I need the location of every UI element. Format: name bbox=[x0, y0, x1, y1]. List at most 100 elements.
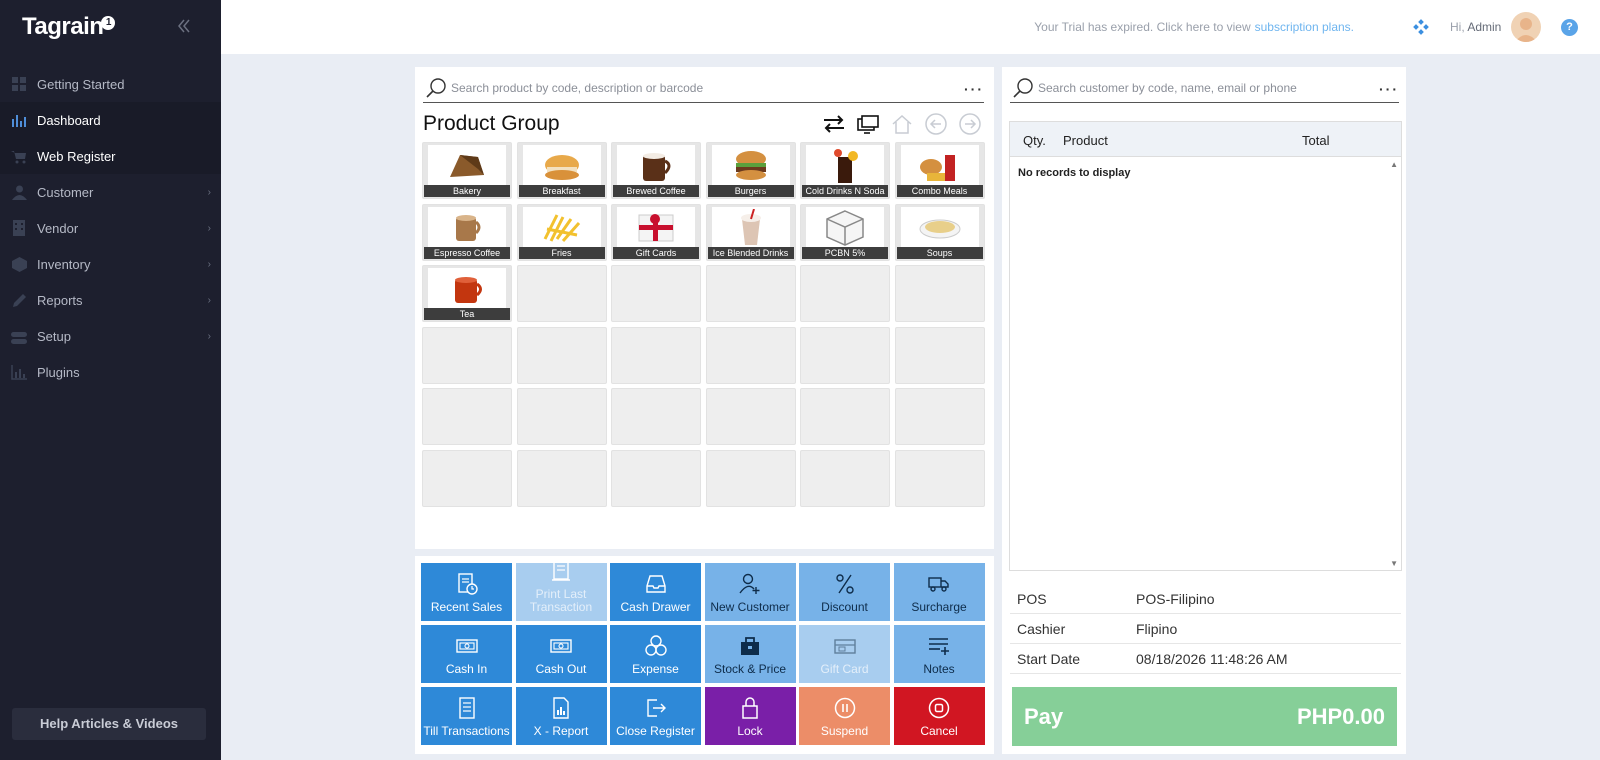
product-group-label: Burgers bbox=[707, 185, 794, 197]
help-question-icon[interactable]: ? bbox=[1561, 19, 1578, 36]
product-group-bakery[interactable]: Bakery bbox=[422, 142, 512, 199]
product-group-gift-cards[interactable]: Gift Cards bbox=[611, 203, 701, 261]
pause-icon bbox=[834, 697, 856, 719]
discount-button[interactable]: Discount bbox=[799, 563, 890, 621]
action-panel: Recent Sales Print Last Transaction Cash D… bbox=[415, 556, 994, 754]
sidebar-item-reports[interactable]: Reports › bbox=[0, 282, 221, 318]
empty-grid-cell bbox=[705, 326, 796, 384]
product-more-menu-icon[interactable]: ··· bbox=[964, 81, 984, 97]
new-customer-button[interactable]: New Customer bbox=[704, 563, 796, 621]
user-greeting[interactable]: Hi, Admin bbox=[1450, 20, 1502, 34]
action-label: Gift Card bbox=[820, 662, 869, 676]
till-transactions-button[interactable]: Till Transactions bbox=[421, 687, 512, 745]
product-group-soups[interactable]: Soups bbox=[894, 203, 985, 261]
product-search[interactable]: Search product by code, description or b… bbox=[423, 75, 984, 103]
pay-button[interactable]: Pay PHP0.00 bbox=[1012, 687, 1397, 746]
bar-chart-icon bbox=[11, 112, 27, 128]
scroll-up-icon[interactable]: ▲ bbox=[1390, 160, 1398, 169]
sidebar-item-label: Dashboard bbox=[37, 112, 101, 128]
sidebar-item-inventory[interactable]: Inventory › bbox=[0, 246, 221, 282]
sidebar-item-dashboard[interactable]: Dashboard bbox=[0, 102, 221, 138]
print-last-transaction-button[interactable]: Print Last Transaction bbox=[515, 560, 607, 621]
product-group-cold-drinks-n-soda[interactable]: Cold Drinks N Soda bbox=[800, 142, 890, 199]
sidebar-item-plugins[interactable]: Plugins bbox=[0, 354, 221, 390]
cancel-button[interactable]: Cancel bbox=[893, 687, 985, 745]
product-search-input[interactable]: Search product by code, description or b… bbox=[451, 81, 704, 95]
product-group-label: Combo Meals bbox=[896, 185, 983, 197]
avatar[interactable] bbox=[1511, 12, 1541, 42]
pay-amount: PHP0.00 bbox=[1296, 703, 1385, 729]
scroll-down-icon[interactable]: ▼ bbox=[1390, 559, 1398, 568]
notes-button[interactable]: Notes bbox=[893, 625, 985, 683]
swap-arrows-icon[interactable] bbox=[820, 111, 848, 137]
empty-grid-cell bbox=[516, 265, 607, 322]
search-icon bbox=[425, 77, 447, 104]
lock-button[interactable]: Lock bbox=[704, 687, 796, 745]
sidebar-item-customer[interactable]: Customer › bbox=[0, 174, 221, 210]
action-label: Cash In bbox=[445, 662, 488, 676]
empty-grid-cell bbox=[894, 449, 985, 507]
subscription-plans-link[interactable]: subscription plans. bbox=[1254, 20, 1354, 34]
product-group-combo-meals[interactable]: Combo Meals bbox=[894, 142, 985, 199]
product-group-fries[interactable]: Fries bbox=[516, 203, 607, 261]
product-group-image bbox=[711, 206, 790, 249]
sidebar-item-setup[interactable]: Setup › bbox=[0, 318, 221, 354]
cash-out-button[interactable]: Cash Out bbox=[515, 625, 607, 683]
action-label: Lock bbox=[737, 724, 763, 738]
product-group-label: Espresso Coffee bbox=[424, 246, 510, 259]
forward-arrow-icon[interactable] bbox=[956, 111, 984, 137]
home-icon[interactable] bbox=[888, 111, 916, 137]
customer-more-menu-icon[interactable]: ··· bbox=[1379, 81, 1399, 97]
stock-price-button[interactable]: Stock & Price bbox=[704, 625, 796, 683]
apps-diamond-icon[interactable] bbox=[1413, 19, 1429, 35]
trial-notice[interactable]: Your Trial has expired. Click here to vi… bbox=[1034, 20, 1354, 34]
info-key: Cashier bbox=[1017, 620, 1066, 637]
surcharge-button[interactable]: Surcharge bbox=[893, 563, 985, 621]
product-panel: Search product by code, description or b… bbox=[415, 67, 994, 549]
empty-grid-cell bbox=[800, 449, 890, 507]
product-group-label: Breakfast bbox=[518, 185, 605, 197]
collapse-sidebar-icon[interactable] bbox=[174, 17, 194, 37]
app-logo[interactable]: Tagrain 1 bbox=[22, 13, 116, 41]
product-group-burgers[interactable]: Burgers bbox=[705, 142, 796, 199]
gift-card-button[interactable]: Gift Card bbox=[799, 625, 890, 683]
display-icon[interactable] bbox=[854, 111, 882, 137]
cash-in-button[interactable]: Cash In bbox=[421, 625, 512, 683]
box-icon bbox=[11, 256, 27, 272]
sidebar-item-web-register[interactable]: Web Register bbox=[0, 138, 221, 174]
product-group-pcbn-5[interactable]: PCBN 5% bbox=[800, 203, 890, 261]
sidebar-item-label: Reports bbox=[37, 292, 83, 308]
sidebar-item-vendor[interactable]: Vendor › bbox=[0, 210, 221, 246]
percent-icon bbox=[834, 573, 856, 595]
product-group-brewed-coffee[interactable]: Brewed Coffee bbox=[611, 142, 701, 199]
expense-button[interactable]: Expense bbox=[610, 625, 701, 683]
product-group-label: Gift Cards bbox=[613, 246, 699, 259]
product-group-image bbox=[617, 145, 695, 187]
receipt-clock-icon bbox=[456, 573, 478, 595]
customer-search-input[interactable]: Search customer by code, name, email or … bbox=[1038, 81, 1297, 95]
product-group-tea[interactable]: Tea bbox=[422, 265, 512, 322]
cart-icon bbox=[11, 148, 27, 164]
chevron-right-icon: › bbox=[207, 258, 211, 270]
x-report-button[interactable]: X - Report bbox=[515, 687, 607, 745]
info-key: Start Date bbox=[1017, 650, 1081, 667]
empty-grid-cell bbox=[611, 265, 701, 322]
suspend-button[interactable]: Suspend bbox=[799, 687, 890, 745]
truck-icon bbox=[928, 573, 950, 595]
action-label: Notes bbox=[923, 662, 955, 676]
customer-search[interactable]: Search customer by code, name, email or … bbox=[1010, 75, 1399, 103]
product-group-espresso-coffee[interactable]: Espresso Coffee bbox=[422, 203, 512, 261]
user-icon bbox=[11, 184, 27, 200]
close-register-button[interactable]: Close Register bbox=[610, 687, 701, 745]
cash-drawer-button[interactable]: Cash Drawer bbox=[610, 563, 701, 621]
help-articles-button[interactable]: Help Articles & Videos bbox=[12, 708, 206, 740]
product-group-label: Cold Drinks N Soda bbox=[802, 185, 888, 197]
logo-row: Tagrain 1 bbox=[0, 0, 221, 54]
product-group-ice-blended-drinks[interactable]: Ice Blended Drinks bbox=[705, 203, 796, 261]
back-arrow-icon[interactable] bbox=[922, 111, 950, 137]
notes-icon bbox=[928, 635, 950, 657]
action-button-grid: Recent Sales Print Last Transaction Cash D… bbox=[421, 560, 985, 745]
recent-sales-button[interactable]: Recent Sales bbox=[421, 563, 512, 621]
product-group-breakfast[interactable]: Breakfast bbox=[516, 142, 607, 199]
sidebar-item-getting-started[interactable]: Getting Started bbox=[0, 66, 221, 102]
